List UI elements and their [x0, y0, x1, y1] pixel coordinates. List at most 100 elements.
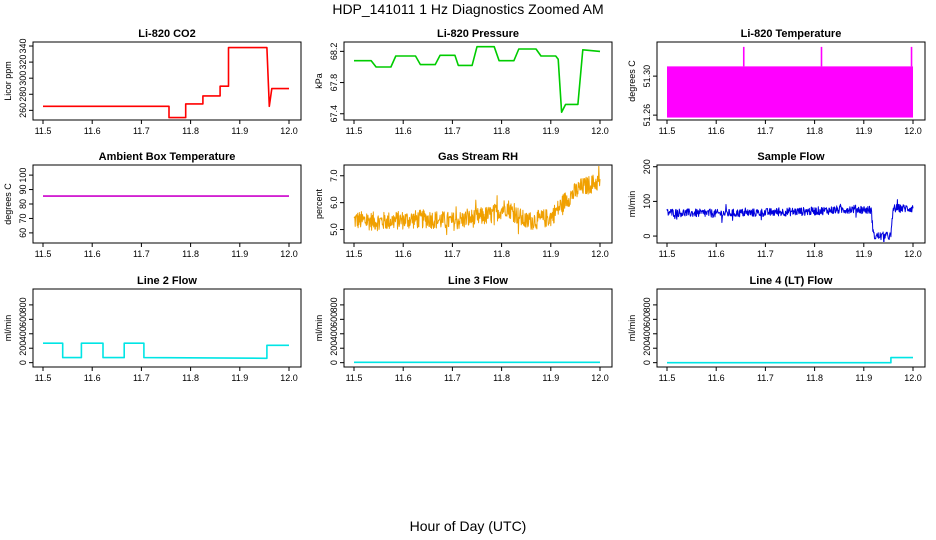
x-tick-label: 12.0: [591, 373, 609, 383]
figure-x-axis-label: Hour of Day (UTC): [410, 518, 527, 534]
x-tick-label: 11.8: [182, 126, 199, 136]
y-tick-label: 300: [18, 71, 28, 86]
y-tick-label: 5.0: [329, 223, 339, 236]
y-tick-label: 200: [18, 341, 28, 356]
x-tick-label: 11.9: [231, 249, 248, 259]
plot-frame: [343, 164, 613, 244]
y-tick-label: 80: [18, 199, 28, 209]
y-tick-label: 100: [18, 168, 28, 183]
y-axis-label: ml/min: [627, 315, 637, 342]
y-tick-label: 200: [329, 341, 339, 356]
y-axis-label: ml/min: [627, 191, 637, 218]
panel-1: Li-820 Pressure 11.5 11.6 11.7 11.8 11.9 12.0 6…: [314, 28, 613, 136]
y-tick-label: 400: [18, 326, 28, 341]
x-tick-label: 11.9: [855, 249, 872, 259]
x-tick-label: 11.9: [231, 126, 248, 136]
x-tick-label: 11.5: [35, 126, 52, 136]
plot-frame: [343, 41, 613, 121]
x-tick-label: 11.5: [346, 373, 363, 383]
y-tick-label: 800: [329, 297, 339, 312]
x-tick-label: 11.6: [708, 126, 725, 136]
x-tick-label: 11.7: [757, 249, 774, 259]
y-tick-label: 200: [642, 159, 652, 174]
plot-frame: [343, 288, 613, 368]
data-series-line: [354, 45, 601, 113]
plot-frame: [656, 164, 926, 244]
panel-7: Line 3 Flow 11.5 11.6 11.7 11.8 11.9 12.0 0 2004…: [314, 275, 613, 383]
x-tick-label: 11.7: [133, 373, 150, 383]
y-tick-label: 320: [18, 55, 28, 70]
y-tick-label: 0: [642, 360, 652, 365]
y-tick-label: 0: [642, 234, 652, 239]
panel-3: Ambient Box Temperature 11.5 11.6 11.7 11.8 1…: [3, 151, 302, 259]
y-axis-label: kPa: [314, 73, 324, 89]
panel-title: Sample Flow: [757, 151, 825, 163]
y-tick-label: 280: [18, 87, 28, 102]
x-tick-label: 11.6: [395, 126, 412, 136]
y-tick-label: 600: [18, 312, 28, 327]
plot-frame: [32, 41, 302, 121]
panel-4: Gas Stream RH 11.5 11.6 11.7 11.8 11.9 12.0 5.0…: [314, 151, 613, 259]
y-tick-label: 400: [642, 326, 652, 341]
x-tick-label: 11.9: [855, 126, 872, 136]
x-tick-label: 11.8: [493, 373, 510, 383]
plot-frame: [656, 41, 926, 121]
x-tick-label: 11.6: [84, 126, 101, 136]
x-tick-label: 11.6: [84, 249, 101, 259]
x-tick-label: 11.8: [182, 249, 199, 259]
y-tick-label: 51.30: [642, 65, 652, 88]
x-tick-label: 11.5: [659, 373, 676, 383]
y-axis-label: degrees C: [627, 60, 637, 102]
y-tick-label: 340: [18, 39, 28, 54]
x-tick-label: 12.0: [904, 249, 922, 259]
x-tick-label: 11.6: [395, 249, 412, 259]
y-axis-label: Licor ppm: [3, 61, 13, 101]
x-tick-label: 11.9: [542, 249, 559, 259]
x-tick-label: 11.7: [133, 249, 150, 259]
data-series-line: [353, 166, 601, 236]
panel-title: Line 3 Flow: [448, 275, 508, 287]
x-tick-label: 11.7: [757, 373, 774, 383]
x-tick-label: 11.6: [708, 249, 725, 259]
panel-0: Li-820 CO2 11.5 11.6 11.7 11.8 11.9 12.0 260280…: [3, 28, 302, 136]
y-tick-label: 0: [329, 360, 339, 365]
plot-frame: [32, 288, 302, 368]
data-series-line: [666, 199, 914, 242]
y-tick-label: 60: [18, 228, 28, 238]
y-axis-label: ml/min: [314, 315, 324, 342]
y-tick-label: 6.0: [329, 196, 339, 209]
y-axis-label: percent: [314, 188, 324, 219]
x-tick-label: 11.8: [806, 373, 823, 383]
y-tick-label: 100: [642, 194, 652, 209]
x-tick-label: 12.0: [280, 373, 298, 383]
x-tick-label: 11.8: [493, 249, 510, 259]
x-tick-label: 11.9: [231, 373, 248, 383]
x-tick-label: 12.0: [904, 126, 922, 136]
y-tick-label: 800: [18, 297, 28, 312]
y-tick-label: 400: [329, 326, 339, 341]
panel-title: Line 4 (LT) Flow: [750, 275, 833, 287]
x-tick-label: 11.5: [659, 249, 676, 259]
x-tick-label: 12.0: [280, 126, 298, 136]
x-tick-label: 11.7: [444, 373, 461, 383]
plot-frame: [32, 164, 302, 244]
x-tick-label: 11.7: [133, 126, 150, 136]
x-tick-label: 11.6: [708, 373, 725, 383]
x-tick-label: 12.0: [591, 249, 609, 259]
panel-5: Sample Flow 11.5 11.6 11.7 11.8 11.9 12.0 0 100 2…: [627, 151, 926, 259]
x-tick-label: 11.8: [493, 126, 510, 136]
y-tick-label: 260: [18, 103, 28, 118]
x-tick-label: 12.0: [591, 126, 609, 136]
x-tick-label: 11.5: [346, 126, 363, 136]
panel-title: Li-820 Pressure: [437, 28, 519, 40]
data-series-line: [667, 356, 913, 364]
x-tick-label: 11.7: [757, 126, 774, 136]
x-tick-label: 11.5: [659, 126, 676, 136]
x-tick-label: 11.9: [542, 126, 559, 136]
y-tick-label: 7.0: [329, 170, 339, 183]
panel-2: Li-820 Temperature 11.5 11.6 11.7 11.8 11.9 12…: [627, 28, 926, 136]
y-tick-label: 67.8: [329, 74, 339, 92]
x-tick-label: 11.8: [182, 373, 199, 383]
x-tick-label: 11.6: [395, 373, 412, 383]
